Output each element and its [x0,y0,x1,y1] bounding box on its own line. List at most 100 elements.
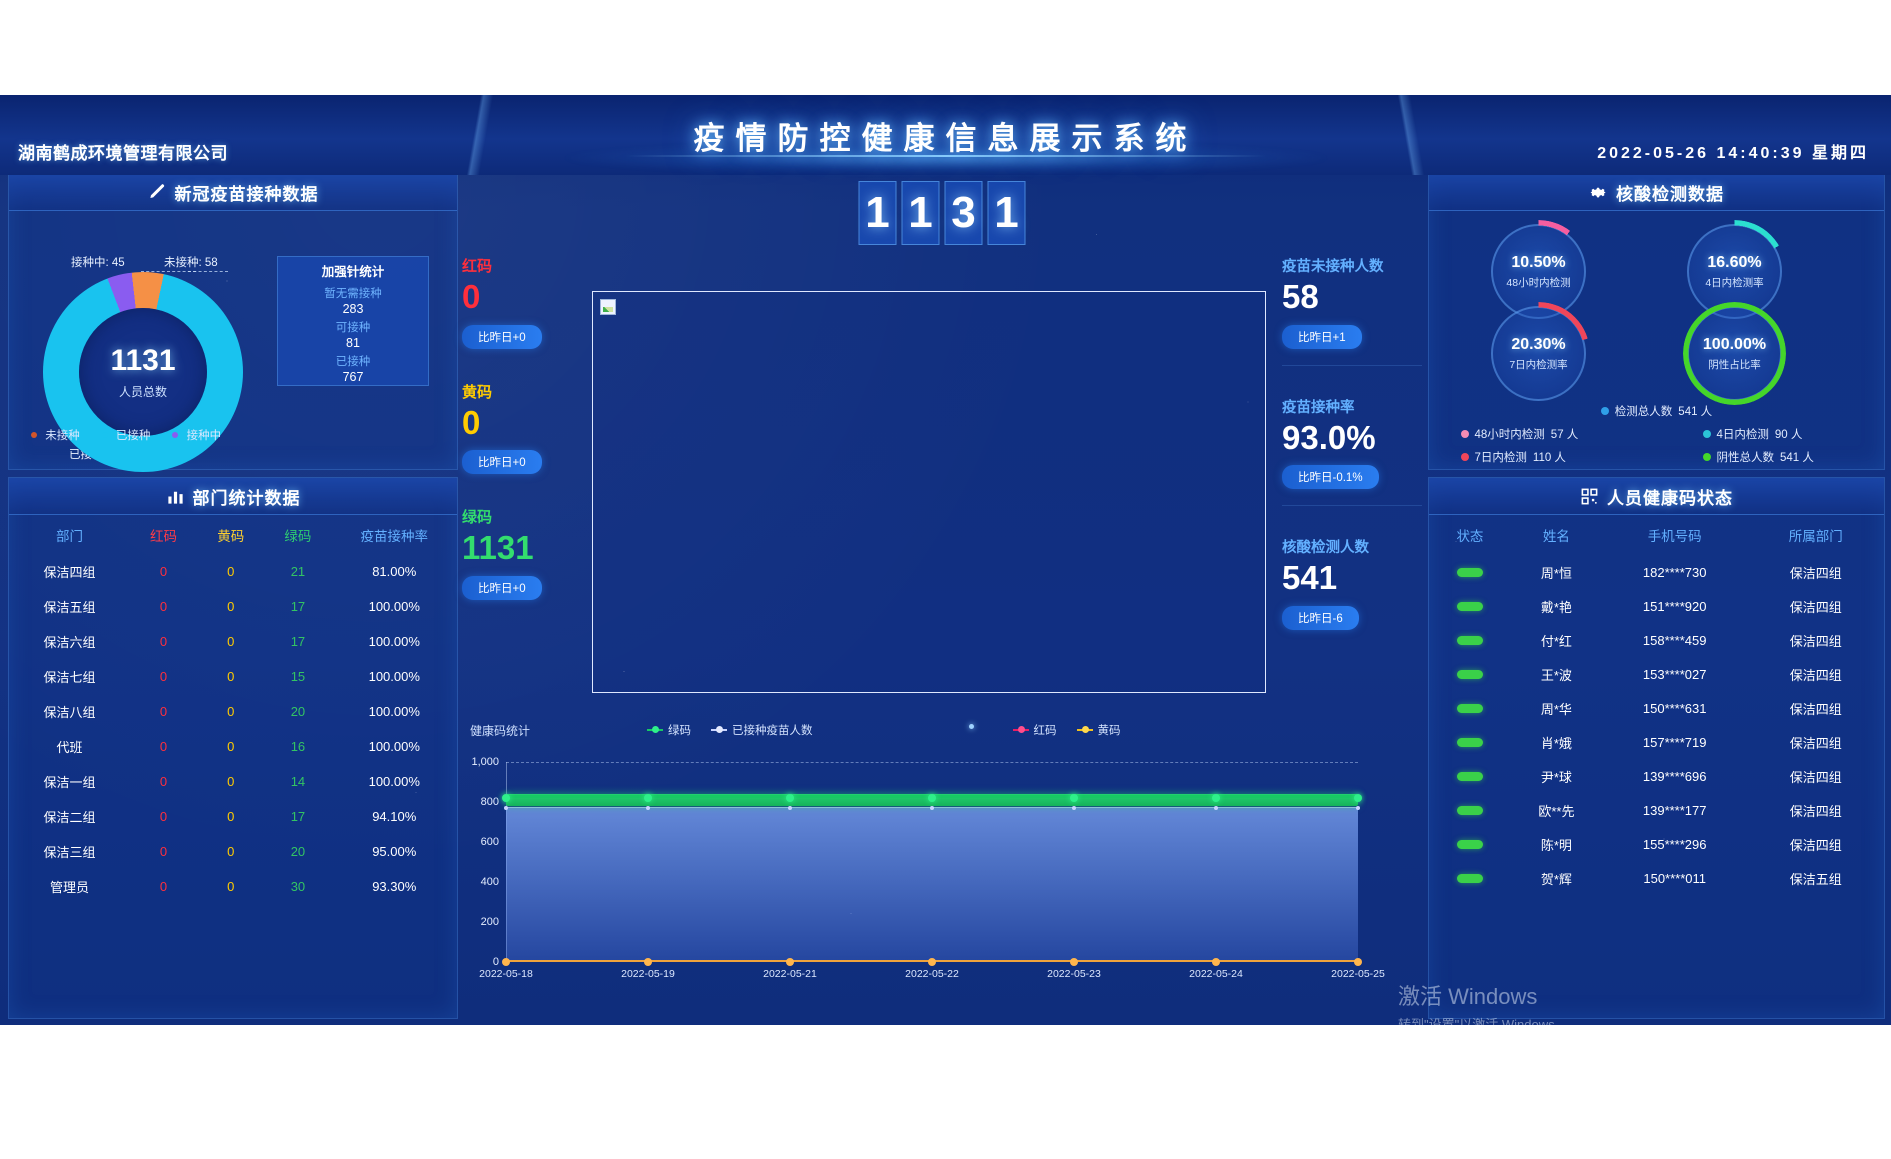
gauge-text: 16.60% 4日内检测率 [1687,224,1782,319]
legend-marker-green [647,726,663,733]
nucleic-legend-dot-4d [1702,430,1711,438]
list-item[interactable]: 欧**先 139****177 保洁四组 [1429,793,1884,827]
table-row[interactable]: 保洁四组 0 0 21 81.00% [9,554,457,589]
hs-cell-dept: 保洁四组 [1789,667,1842,683]
nucleic-legend-value-negative: 541 人 [1780,452,1814,464]
gauge-value: 10.50% [1511,253,1566,271]
table-row[interactable]: 保洁八组 0 0 20 100.00% [9,694,457,729]
chart-legend-item-red[interactable]: 红码 [1012,722,1057,738]
red-code-value: 0 [462,278,481,315]
gear-icon [1589,183,1608,202]
dept-col-name: 部门 [55,529,83,544]
legend-text-red: 红码 [1033,725,1057,737]
nucleic-legend-label-4d: 4日内检测 [1716,429,1769,441]
booster-stats-box: 加强针统计 暂无需接种 283 可接种 81 已接种 767 [277,256,429,386]
nucleic-legend-48h: 48小时内检测 57 人 [1460,426,1611,442]
dept-cell-yellow: 0 [227,669,235,684]
list-item[interactable]: 周*华 150****631 保洁四组 [1429,691,1884,725]
list-item[interactable]: 戴*艳 151****920 保洁四组 [1429,589,1884,623]
map-display-area[interactable] [592,291,1266,729]
unvaccinated-count-stat: 疫苗未接种人数 58 比昨日+1 [1282,255,1422,366]
hs-cell-status [1429,623,1511,657]
department-table-header-row: 部门 红码 黄码 绿码 疫苗接种率 [9,518,457,554]
table-row[interactable]: 保洁三组 0 0 20 95.00% [9,834,457,869]
dept-cell-green: 16 [290,739,306,754]
health-status-table-body: 周*恒 182****730 保洁四组 戴*艳 151****920 保洁四组 付*红 158… [1429,555,1884,895]
table-row[interactable]: 代班 0 0 16 100.00% [9,729,457,764]
chart-datapoint [1071,806,1076,810]
hs-cell-status [1429,827,1511,861]
nucleic-legend-7d: 7日内检测 110 人 [1460,449,1611,465]
nucleic-legend-row-1: 48小时内检测 57 人 4日内检测 90 人 [1429,426,1884,442]
table-row[interactable]: 保洁一组 0 0 14 100.00% [9,764,457,799]
dashboard-root: 湖南鹤成环境管理有限公司 疫情防控健康信息展示系统 2022-05-26 14:… [0,95,1891,1025]
counter-digit-1: 1 [901,181,940,245]
dept-cell-dept: 保洁八组 [43,705,96,720]
list-item[interactable]: 贺*辉 150****011 保洁五组 [1429,861,1884,895]
status-badge [1456,873,1483,883]
chart-ytick: 1,000 [471,756,499,768]
list-item[interactable]: 周*恒 182****730 保洁四组 [1429,555,1884,589]
chart-legend-item-yellow[interactable]: 黄码 [1076,722,1121,738]
table-row[interactable]: 管理员 0 0 30 93.30% [9,869,457,904]
donut-ring [43,272,243,472]
dept-cell-dept: 保洁三组 [43,845,96,860]
list-item[interactable]: 付*红 158****459 保洁四组 [1429,623,1884,657]
nucleic-count-delta: 比昨日-6 [1282,605,1359,630]
gauge-arc [1487,302,1590,405]
red-code-delta: 比昨日+0 [462,324,542,349]
dept-cell-dept: 保洁六组 [43,635,96,650]
dept-cell-dept: 保洁二组 [43,810,96,825]
gauge-text: 100.00% 阴性占比率 [1687,306,1782,401]
department-panel-title: 部门统计数据 [192,488,301,508]
list-item[interactable]: 陈*明 155****296 保洁四组 [1429,827,1884,861]
dept-cell-rate: 93.30% [372,879,417,894]
list-item[interactable]: 尹*球 139****696 保洁四组 [1429,759,1884,793]
list-item[interactable]: 王*波 153****027 保洁四组 [1429,657,1884,691]
list-item[interactable]: 肖*娥 157****719 保洁四组 [1429,725,1884,759]
hs-cell-name: 王*波 [1540,667,1572,683]
yellow-code-value: 0 [462,403,481,441]
hs-cell-phone: 150****631 [1642,700,1707,716]
hs-cell-phone: 158****459 [1642,632,1707,648]
hs-cell-status [1429,861,1511,895]
table-row[interactable]: 保洁七组 0 0 15 100.00% [9,659,457,694]
gauge-value: 20.30% [1511,335,1566,353]
legend-text-green: 绿码 [668,725,691,737]
qrcode-icon [1580,487,1599,506]
chart-datapoint [1069,958,1078,966]
nucleic-legend-value-4d: 90 人 [1774,429,1803,441]
hs-cell-phone: 157****719 [1642,734,1707,750]
donut-callout-in-progress: 接种中: 45 [71,257,125,269]
chart-ytick: 600 [480,836,499,848]
nucleic-legend-negative: 阴性总人数 541 人 [1702,449,1853,465]
nucleic-legend-label-total: 检测总人数 [1614,406,1673,418]
dept-cell-red: 0 [159,669,168,684]
chart-legend-item-green[interactable]: 绿码 [647,722,691,738]
table-row[interactable]: 保洁六组 0 0 17 100.00% [9,624,457,659]
table-row[interactable]: 保洁五组 0 0 17 100.00% [9,589,457,624]
gauge-label: 48小时内检测 [1506,276,1571,289]
table-row[interactable]: 保洁二组 0 0 17 94.10% [9,799,457,834]
nucleic-legend-dot-48h [1460,430,1469,438]
hs-cell-dept: 保洁五组 [1789,871,1842,887]
donut-center-value: 1131 [110,344,176,377]
green-code-label: 绿码 [462,509,493,527]
green-code-delta: 比昨日+0 [462,575,542,600]
header-glow [565,141,1326,175]
legend-label-in-progress: 接种中 [186,430,222,442]
booster-value-1: 81 [346,335,360,350]
hs-cell-status [1429,725,1511,759]
chart-legend-item-vaccinated[interactable]: 已接种疫苗人数 [711,722,813,738]
legend-marker-yellow [1076,726,1093,733]
hs-cell-name: 肖*娥 [1540,735,1572,751]
nucleic-gauge-group: 10.50% 48小时内检测 16.60% 4日内检测率 20.30% 7日内检测率 100… [1429,218,1884,405]
chart-xtick: 2022-05-22 [905,968,959,980]
chart-datapoint [928,958,936,966]
chart-datapoint [1354,794,1362,802]
vaccination-panel-header: 新冠疫苗接种数据 [9,174,457,211]
hs-cell-name: 陈*明 [1540,837,1572,853]
chart-ytick: 400 [480,876,499,888]
status-badge [1456,669,1483,679]
hs-cell-dept: 保洁四组 [1789,837,1842,853]
